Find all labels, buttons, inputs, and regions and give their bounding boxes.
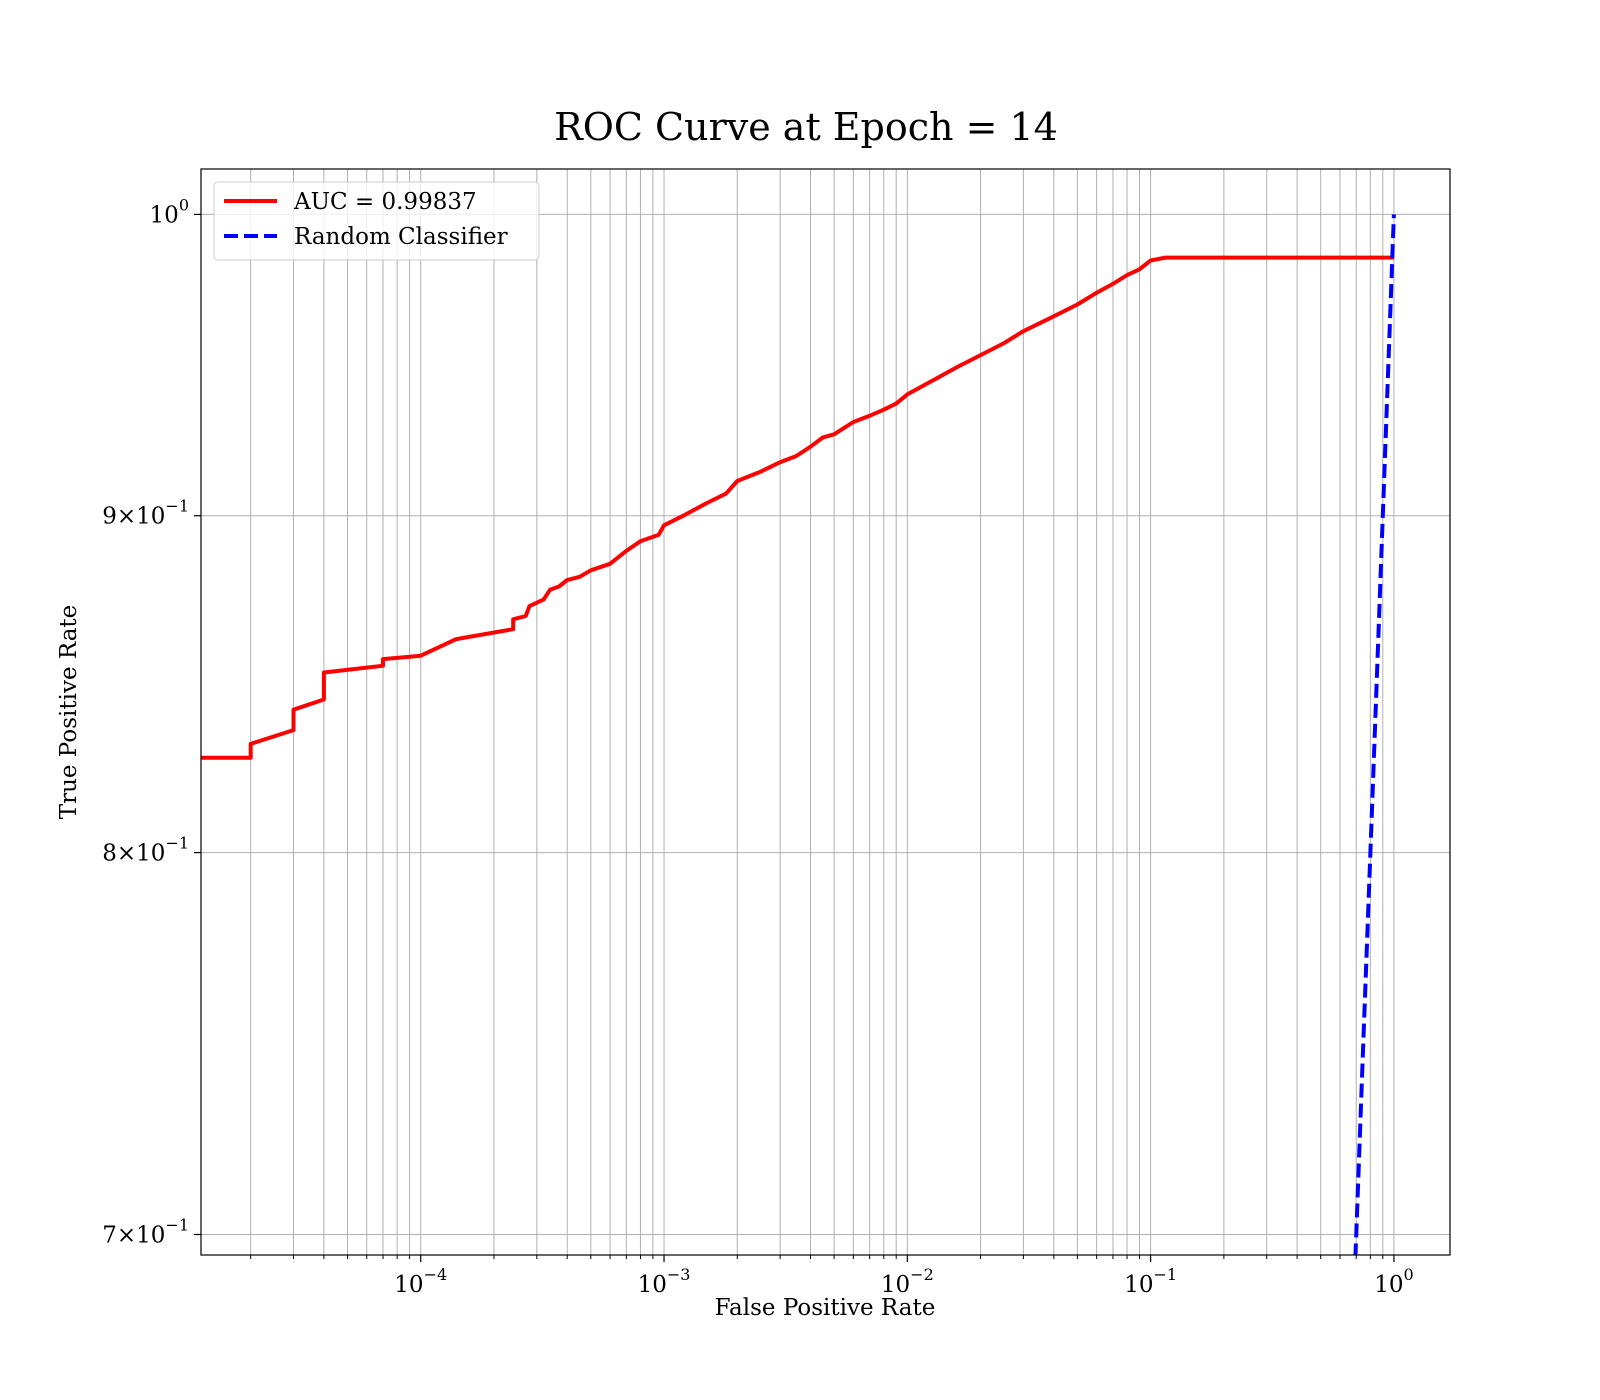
legend-entry-random-classifier: Random Classifier (294, 224, 508, 250)
x-tick-label: 10−3 (638, 1265, 691, 1298)
plot-frame (200, 168, 1451, 1256)
legend-entry-auc: AUC = 0.99837 (293, 189, 477, 215)
legend-frame (213, 181, 540, 261)
x-axis-label: False Positive Rate (715, 1295, 936, 1321)
y-tick-label: 8×10−1 (102, 834, 189, 867)
chart-title: ROC Curve at Epoch = 14 (554, 105, 1058, 149)
x-tick-label: 10−4 (394, 1265, 447, 1298)
legend: AUC = 0.99837 Random Classifier (213, 181, 540, 261)
x-axis-ticks: 10−4 10−3 10−2 10−1 100 (250, 1255, 1414, 1298)
y-tick-label: 9×10−1 (102, 497, 189, 530)
series-line-random-classifier (1353, 214, 1396, 1255)
y-axis-label: True Positive Rate (56, 605, 82, 820)
y-axis-ticks: 100 9×10−1 8×10−1 7×10−1 (102, 195, 201, 1248)
y-tick-label: 7×10−1 (102, 1215, 189, 1248)
minor-gridlines (250, 169, 1384, 1255)
y-tick-label: 100 (150, 195, 189, 228)
series-line-auc (201, 255, 1394, 760)
major-gridlines (201, 169, 1450, 1255)
x-tick-label: 100 (1374, 1265, 1413, 1298)
x-tick-label: 10−1 (1124, 1265, 1177, 1298)
series-layer (201, 214, 1396, 1255)
x-tick-label: 10−2 (881, 1265, 934, 1298)
